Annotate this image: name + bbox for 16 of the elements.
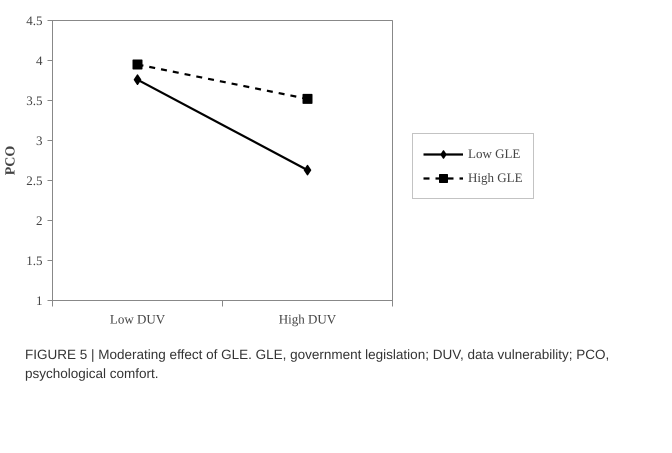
- y-axis-title: PCO: [3, 146, 18, 176]
- legend-label: High GLE: [468, 170, 523, 186]
- y-tick-label: 1: [36, 293, 42, 308]
- y-tick-label: 4: [36, 53, 43, 68]
- y-tick-label: 2: [36, 213, 42, 228]
- y-tick-label: 1.5: [26, 253, 42, 268]
- y-tick-label: 3: [36, 133, 42, 148]
- x-tick-label: Low DUV: [110, 312, 166, 326]
- y-tick-label: 2.5: [26, 173, 42, 188]
- y-tick-label: 4.5: [26, 13, 42, 28]
- y-tick-label: 3.5: [26, 93, 42, 108]
- point: [302, 94, 312, 104]
- caption: FIGURE 5 | Moderating effect of GLE. GLE, government legislation; DUV, data vulnerability; PCO, psychological comfort.: [25, 346, 610, 384]
- legend-label: Low GLE: [468, 146, 520, 162]
- point: [132, 60, 142, 70]
- x-tick-label: High DUV: [278, 312, 337, 326]
